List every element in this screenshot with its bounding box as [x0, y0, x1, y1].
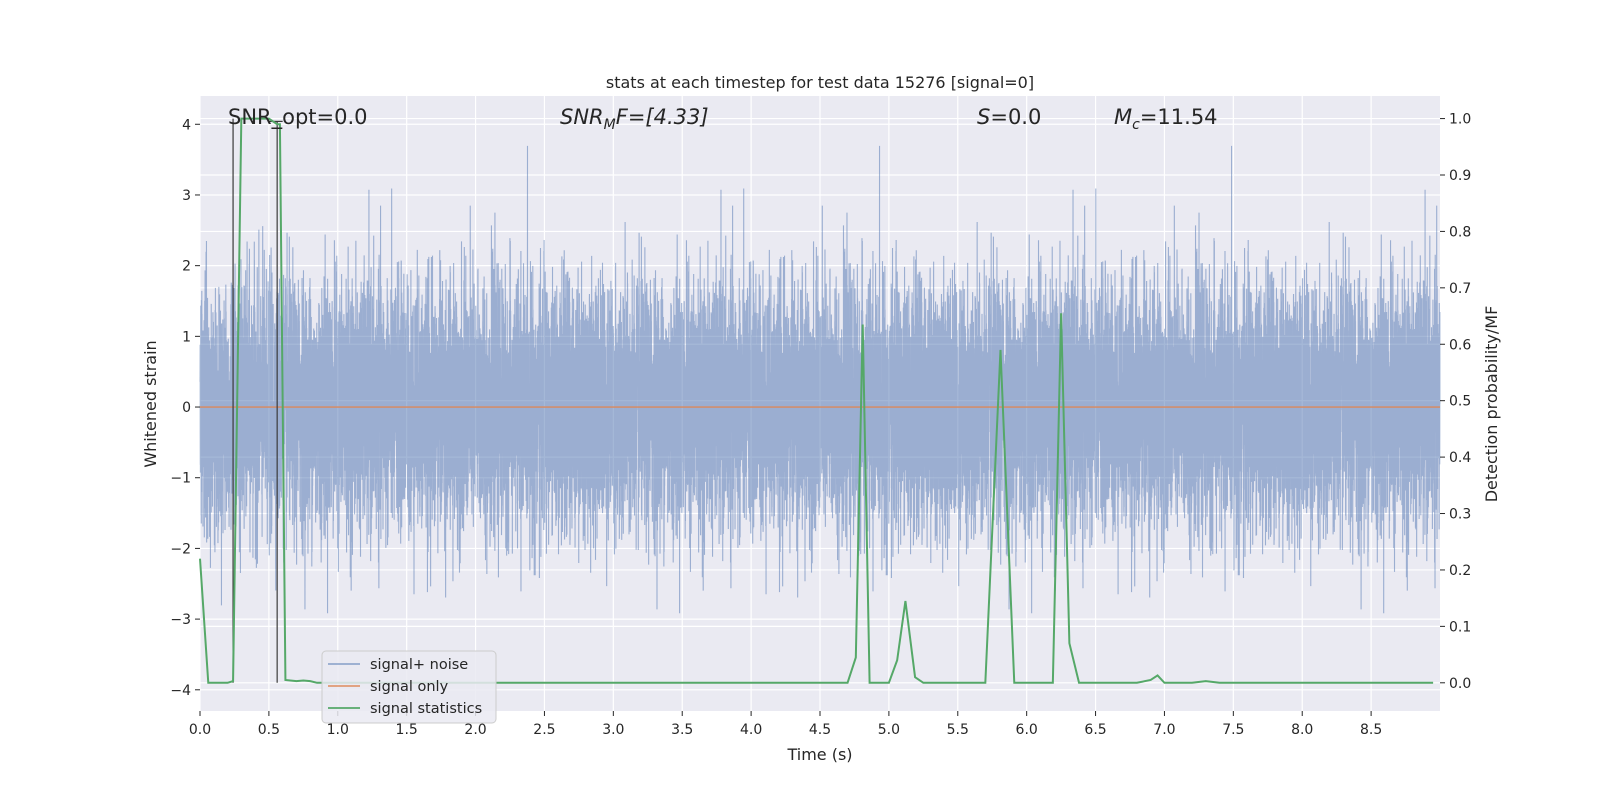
y-tick-label-right: 1.0 [1449, 112, 1471, 128]
y-axis-label-right: Detection probability/MF [1482, 306, 1501, 503]
signal-noise-line [199, 145, 1441, 614]
annotation-snr-mf: SNRMF=[4.33] [560, 105, 709, 133]
y-tick-label-left: 1 [182, 329, 191, 345]
y-tick-label-left: −3 [170, 612, 191, 628]
legend: signal+ noise signal only signal statist… [321, 650, 497, 724]
y-tick-label-left: −2 [170, 541, 191, 557]
chart-title: stats at each timestep for test data 152… [606, 73, 1034, 92]
x-tick-label: 3.0 [602, 722, 624, 738]
event-markers [232, 118, 283, 683]
x-axis-label: Time (s) [786, 745, 852, 764]
x-tick-label: 7.0 [1153, 722, 1175, 738]
annotation-snr-opt: SNR_opt=0.0 [228, 105, 368, 130]
y-tick-label-right: 0.7 [1449, 281, 1471, 297]
x-tick-label: 5.0 [878, 722, 900, 738]
y-tick-label-right: 0.6 [1449, 337, 1471, 353]
legend-label-signal-noise: signal+ noise [370, 657, 468, 673]
x-tick-label: 7.5 [1222, 722, 1244, 738]
y-tick-label-right: 0.3 [1449, 507, 1471, 523]
y-tick-label-left: −4 [170, 683, 191, 699]
x-tick-label: 8.0 [1291, 722, 1313, 738]
signal-statistics-line [199, 117, 1434, 684]
y-tick-label-right: 0.2 [1449, 563, 1471, 579]
y-tick-label-right: 0.4 [1449, 450, 1471, 466]
x-tick-label: 4.0 [740, 722, 762, 738]
signal-statistics-series [199, 117, 1434, 684]
x-tick-label: 2.0 [464, 722, 486, 738]
legend-label-signal-statistics: signal statistics [370, 701, 482, 717]
x-tick-label: 1.0 [327, 722, 349, 738]
x-tick-label: 3.5 [671, 722, 693, 738]
x-tick-label: 8.5 [1360, 722, 1382, 738]
x-ticks: 0.0 0.5 1.0 1.5 2.0 2.5 3.0 3.5 4.0 4.5 5.0 5.5 6.0 6… [189, 711, 1382, 738]
x-tick-label: 0.0 [189, 722, 211, 738]
y-tick-label-left: 2 [182, 259, 191, 275]
x-tick-label: 1.5 [396, 722, 418, 738]
y-tick-label-right: 0.5 [1449, 394, 1471, 410]
y-tick-label-left: 0 [182, 400, 191, 416]
y-ticks-left: 4 3 2 1 0 −1 −2 −3 −4 [170, 117, 200, 699]
legend-label-signal-only: signal only [370, 679, 449, 695]
x-tick-label: 6.0 [1016, 722, 1038, 738]
y-tick-label-right: 0.9 [1449, 168, 1471, 184]
y-tick-label-left: 4 [182, 117, 191, 133]
signal-noise-series [199, 145, 1441, 614]
y-tick-label-right: 0.8 [1449, 224, 1471, 240]
x-tick-label: 4.5 [809, 722, 831, 738]
y-tick-label-right: 0.0 [1449, 676, 1471, 692]
y-tick-label-right: 0.1 [1449, 619, 1471, 635]
x-tick-label: 0.5 [258, 722, 280, 738]
y-tick-label-left: 3 [182, 188, 191, 204]
x-tick-label: 6.5 [1084, 722, 1106, 738]
y-axis-label-left: Whitened strain [141, 340, 160, 467]
y-tick-label-left: −1 [170, 471, 191, 487]
annotation-mc: Mc=11.54 [1114, 105, 1218, 133]
x-tick-label: 5.5 [947, 722, 969, 738]
x-tick-label: 2.5 [533, 722, 555, 738]
legend-box [321, 650, 497, 724]
annotation-s: S=0.0 [977, 105, 1041, 129]
y-ticks-right: 1.0 0.9 0.8 0.7 0.6 0.5 0.4 0.3 0.2 0.1 0.0 [1440, 112, 1471, 692]
